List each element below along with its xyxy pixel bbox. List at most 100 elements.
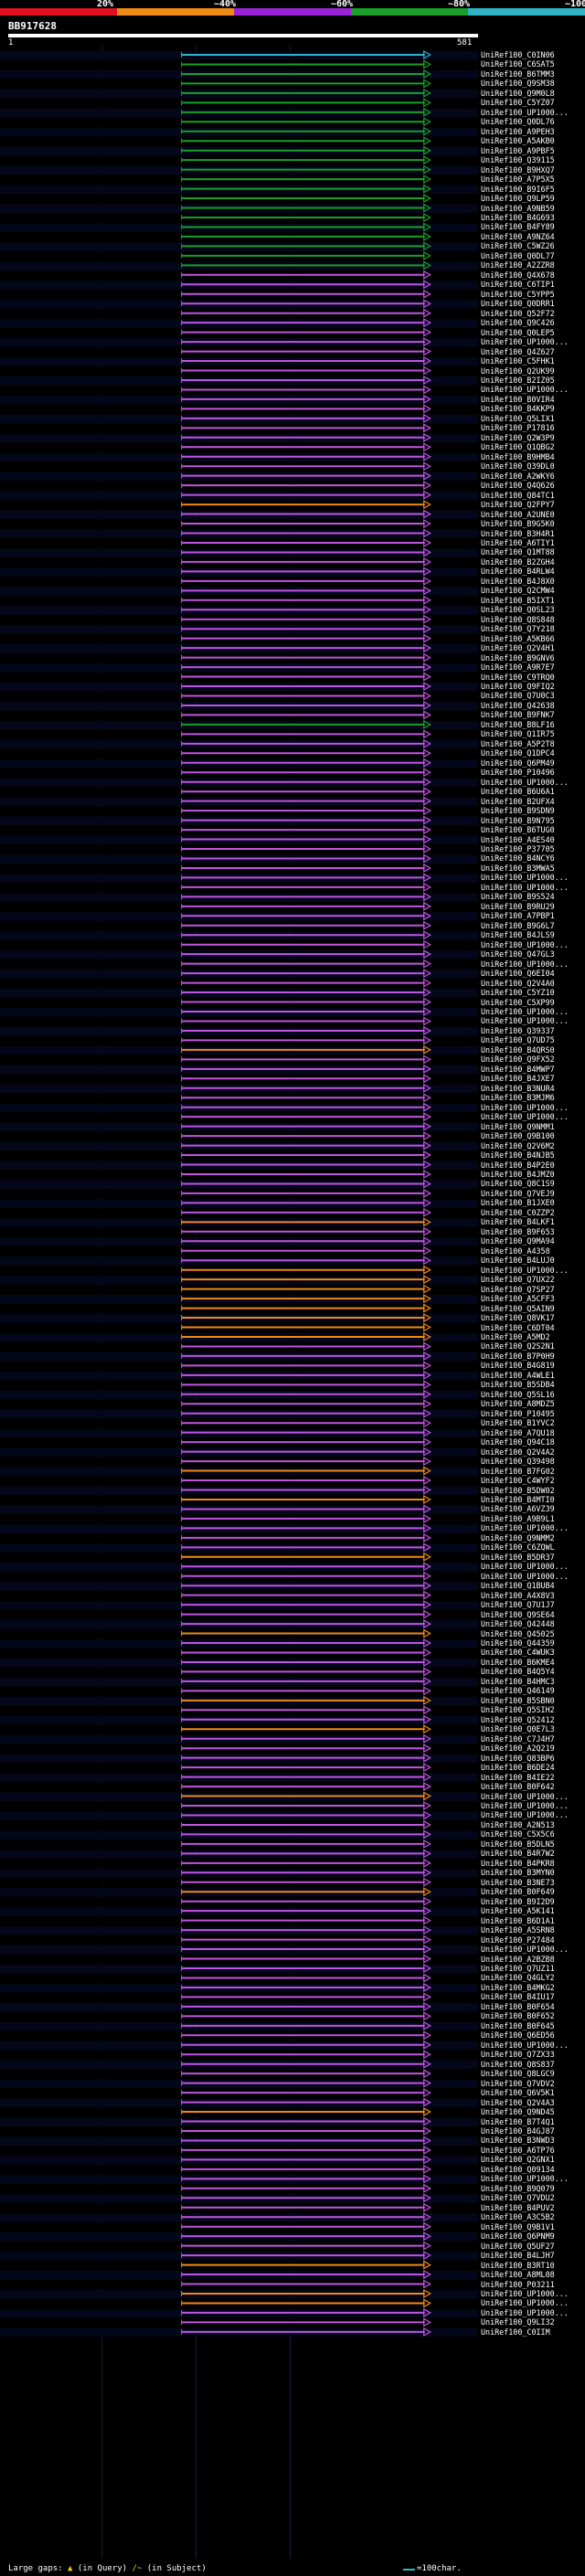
hit-label[interactable]: UniRef100_A9NZ64 — [481, 231, 555, 241]
hit-label[interactable]: UniRef100_A5KB66 — [481, 633, 555, 643]
hit-label[interactable]: UniRef100_Q5AIN9 — [481, 1303, 555, 1313]
hit-label[interactable]: UniRef100_Q2V4A2 — [481, 1447, 555, 1457]
hit-label[interactable]: UniRef100_B4JMZ0 — [481, 1169, 555, 1179]
hit-label[interactable]: UniRef100_Q7U1J7 — [481, 1600, 555, 1610]
hit-label[interactable]: UniRef100_B2UFX4 — [481, 796, 555, 806]
hit-label[interactable]: UniRef100_A9B9L1 — [481, 1513, 555, 1523]
hit-label[interactable]: UniRef100_Q52F72 — [481, 308, 555, 318]
hit-label[interactable]: UniRef100_Q7VDU2 — [481, 2193, 555, 2203]
hit-label[interactable]: UniRef100_Q5UF27 — [481, 2241, 555, 2251]
hit-label[interactable]: UniRef100_B6TUG0 — [481, 825, 555, 835]
hit-label[interactable]: UniRef100_B4RLW4 — [481, 567, 555, 577]
hit-label[interactable]: UniRef100_B9I6F5 — [481, 184, 555, 194]
hit-label[interactable]: UniRef100_B4JLS9 — [481, 930, 555, 940]
hit-label[interactable]: UniRef100_UP1000... — [481, 1945, 569, 1955]
hit-label[interactable]: UniRef100_B9RU29 — [481, 901, 555, 911]
hit-label[interactable]: UniRef100_B7P0H9 — [481, 1351, 555, 1361]
hit-label[interactable]: UniRef100_A8MDZ5 — [481, 1399, 555, 1409]
hit-label[interactable]: UniRef100_Q9B1V1 — [481, 2221, 555, 2231]
hit-label[interactable]: UniRef100_Q1QBG2 — [481, 442, 555, 452]
hit-label[interactable]: UniRef100_A4ES40 — [481, 834, 555, 844]
hit-label[interactable]: UniRef100_A9R7E7 — [481, 663, 555, 673]
hit-label[interactable]: UniRef100_Q2CMW4 — [481, 586, 555, 596]
hit-label[interactable]: UniRef100_UP1000... — [481, 1562, 569, 1572]
hit-label[interactable]: UniRef100_Q9ND45 — [481, 2107, 555, 2117]
hit-label[interactable]: UniRef100_Q9SM38 — [481, 79, 555, 89]
hit-label[interactable]: UniRef100_A5CFF3 — [481, 1294, 555, 1304]
hit-label[interactable]: UniRef100_B9N795 — [481, 815, 555, 825]
hit-label[interactable]: UniRef100_B0F652 — [481, 2011, 555, 2021]
hit-label[interactable]: UniRef100_B4MKG2 — [481, 1982, 555, 1992]
hit-label[interactable]: UniRef100_B0F654 — [481, 2001, 555, 2011]
hit-label[interactable]: UniRef100_A2BZB8 — [481, 1954, 555, 1964]
hit-label[interactable]: UniRef100_P17816 — [481, 423, 555, 433]
hit-label[interactable]: UniRef100_B9HXQ7 — [481, 164, 555, 175]
hit-label[interactable]: UniRef100_Q9NMM1 — [481, 1121, 555, 1131]
hit-label[interactable]: UniRef100_P03211 — [481, 2279, 555, 2289]
hit-label[interactable]: UniRef100_UP1000... — [481, 939, 569, 949]
hit-label[interactable]: UniRef100_B6D1A1 — [481, 1915, 555, 1925]
hit-label[interactable]: UniRef100_Q2FPY7 — [481, 500, 555, 510]
hit-label[interactable]: UniRef100_Q6V5K1 — [481, 2088, 555, 2098]
hit-label[interactable]: UniRef100_Q9M0L8 — [481, 88, 555, 98]
hit-label[interactable]: UniRef100_A5P2T8 — [481, 738, 555, 748]
hit-label[interactable]: UniRef100_B5SBN0 — [481, 1695, 555, 1705]
hit-label[interactable]: UniRef100_B2IZ05 — [481, 375, 555, 385]
hit-label[interactable]: UniRef100_B3MWA5 — [481, 863, 555, 873]
hit-label[interactable]: UniRef100_UP1000... — [481, 107, 569, 117]
hit-label[interactable]: UniRef100_B3MYN0 — [481, 1868, 555, 1878]
hit-label[interactable]: UniRef100_A8ML08 — [481, 2270, 555, 2280]
hit-label[interactable]: UniRef100_B4PUV2 — [481, 2202, 555, 2212]
hit-label[interactable]: UniRef100_B9HMB4 — [481, 451, 555, 461]
hit-label[interactable]: UniRef100_A5K141 — [481, 1906, 555, 1916]
hit-label[interactable]: UniRef100_C5XP99 — [481, 997, 555, 1007]
hit-label[interactable]: UniRef100_Q42448 — [481, 1619, 555, 1629]
hit-label[interactable]: UniRef100_Q7VEJ9 — [481, 1188, 555, 1198]
hit-label[interactable]: UniRef100_A2Q219 — [481, 1744, 555, 1754]
hit-label[interactable]: UniRef100_Q8VK17 — [481, 1313, 555, 1323]
hit-label[interactable]: UniRef100_B4QRS0 — [481, 1044, 555, 1055]
hit-label[interactable]: UniRef100_B6DE24 — [481, 1763, 555, 1773]
hit-label[interactable]: UniRef100_A7QU18 — [481, 1427, 555, 1437]
hit-label[interactable]: UniRef100_B5DW02 — [481, 1485, 555, 1495]
hit-label[interactable]: UniRef100_Q83BP6 — [481, 1753, 555, 1763]
hit-label[interactable]: UniRef100_B3H4R1 — [481, 528, 555, 538]
hit-label[interactable]: UniRef100_B4KKP9 — [481, 404, 555, 414]
hit-label[interactable]: UniRef100_UP1000... — [481, 2174, 569, 2184]
hit-label[interactable]: UniRef100_Q42638 — [481, 700, 555, 710]
hit-label[interactable]: UniRef100_C6SAT5 — [481, 59, 555, 69]
hit-label[interactable]: UniRef100_UP1000... — [481, 1112, 569, 1122]
hit-label[interactable]: UniRef100_C6ZQWL — [481, 1542, 555, 1553]
hit-label[interactable]: UniRef100_B9GNV6 — [481, 652, 555, 663]
hit-label[interactable]: UniRef100_B5SDB4 — [481, 1380, 555, 1390]
hit-label[interactable]: UniRef100_Q7ZX33 — [481, 2050, 555, 2060]
hit-label[interactable]: UniRef100_B1JXE0 — [481, 1198, 555, 1208]
hit-label[interactable]: UniRef100_Q9C426 — [481, 318, 555, 328]
hit-label[interactable]: UniRef100_C5YZ10 — [481, 988, 555, 998]
hit-label[interactable]: UniRef100_Q7UZ11 — [481, 1964, 555, 1973]
hit-label[interactable]: UniRef100_B4NCY6 — [481, 853, 555, 864]
hit-label[interactable]: UniRef100_B8LF16 — [481, 719, 555, 729]
hit-label[interactable]: UniRef100_B4LKF1 — [481, 1217, 555, 1227]
hit-label[interactable]: UniRef100_Q1IR75 — [481, 729, 555, 739]
hit-label[interactable]: UniRef100_Q5LIX1 — [481, 413, 555, 423]
hit-label[interactable]: UniRef100_B0F649 — [481, 1887, 555, 1897]
hit-label[interactable]: UniRef100_Q2V4A3 — [481, 2097, 555, 2107]
hit-label[interactable]: UniRef100_Q4X678 — [481, 270, 555, 280]
hit-label[interactable]: UniRef100_A7PBP1 — [481, 911, 555, 921]
hit-label[interactable]: UniRef100_A4358 — [481, 1246, 550, 1256]
hit-label[interactable]: UniRef100_Q47GL3 — [481, 949, 555, 959]
hit-label[interactable]: UniRef100_Q8C1S9 — [481, 1179, 555, 1189]
hit-label[interactable]: UniRef100_Q5SL16 — [481, 1389, 555, 1399]
hit-label[interactable]: UniRef100_UP1000... — [481, 1810, 569, 1820]
hit-label[interactable]: UniRef100_Q84TC1 — [481, 490, 555, 500]
hit-label[interactable]: UniRef100_C5WZ26 — [481, 241, 555, 251]
hit-label[interactable]: UniRef100_P27484 — [481, 1935, 555, 1945]
hit-label[interactable]: UniRef100_Q5SIH2 — [481, 1705, 555, 1715]
hit-label[interactable]: UniRef100_UP1000... — [481, 1007, 569, 1016]
hit-label[interactable]: UniRef100_C0IN06 — [481, 50, 555, 59]
hit-label[interactable]: UniRef100_UP1000... — [481, 1102, 569, 1112]
hit-label[interactable]: UniRef100_B5DLN5 — [481, 1839, 555, 1849]
hit-label[interactable]: UniRef100_B4R7W2 — [481, 1849, 555, 1859]
hit-label[interactable]: UniRef100_Q2UK99 — [481, 366, 555, 376]
